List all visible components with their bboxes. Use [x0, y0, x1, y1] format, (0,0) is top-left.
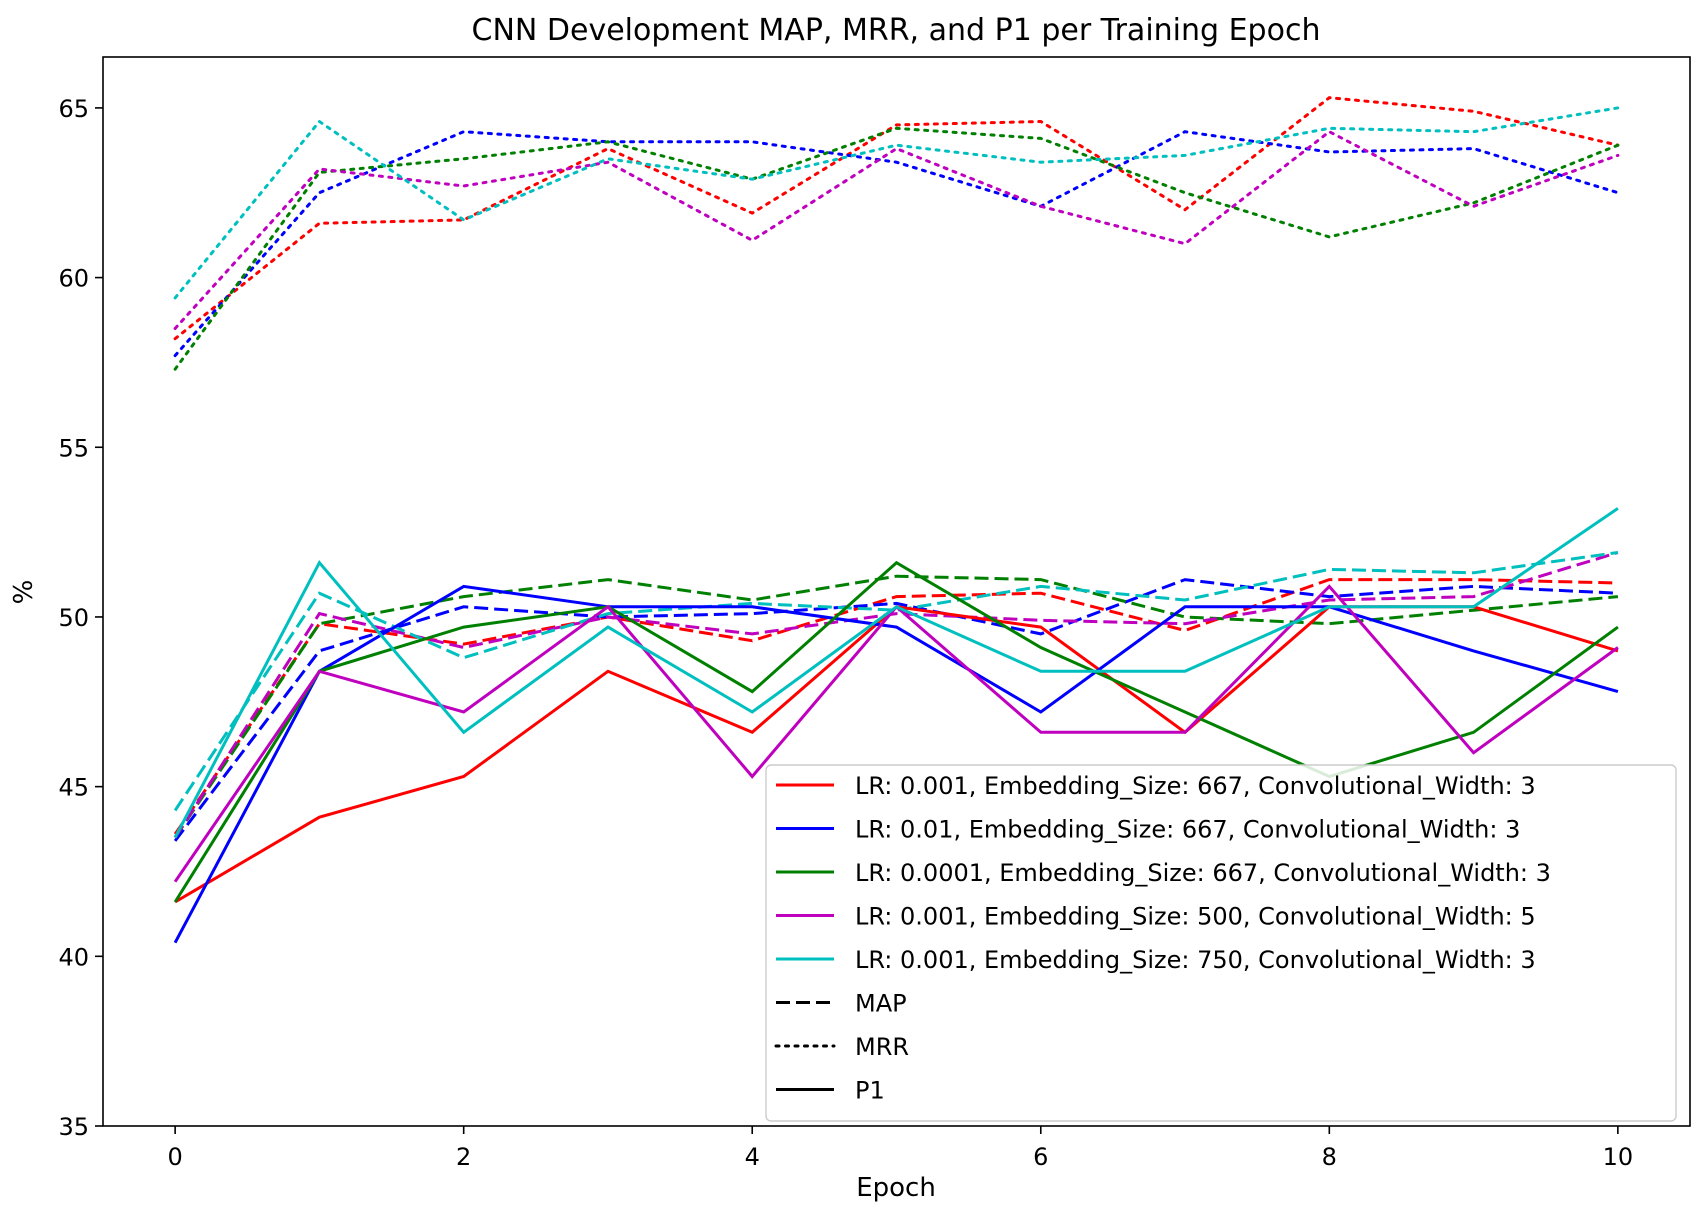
plot-area — [102, 56, 1691, 1127]
y-tick-label: 40 — [58, 943, 89, 971]
series-line-mrr-config-5 — [173, 106, 1620, 300]
legend: LR: 0.001, Embedding_Size: 667, Convolut… — [765, 764, 1677, 1122]
series-line-map-config-2 — [173, 578, 1618, 842]
x-tick-label: 10 — [1603, 1143, 1634, 1171]
x-axis-label: Epoch — [856, 1173, 936, 1203]
series-line-p1-config-5 — [173, 507, 1619, 839]
legend-label: MRR — [855, 1033, 909, 1061]
y-tick-label: 60 — [58, 265, 89, 293]
x-tick-label: 0 — [167, 1143, 182, 1171]
series-line-map-config-3 — [173, 574, 1619, 839]
legend-label: LR: 0.001, Embedding_Size: 750, Convolut… — [855, 946, 1536, 974]
legend-label: MAP — [855, 990, 907, 1018]
x-tick-label: 2 — [456, 1143, 471, 1171]
series-line-p1-config-3 — [173, 560, 1619, 903]
plot-frame — [102, 56, 1691, 1127]
x-tick-label: 4 — [745, 1143, 760, 1171]
series-line-mrr-config-1 — [173, 96, 1620, 341]
legend-label: LR: 0.001, Embedding_Size: 500, Convolut… — [855, 903, 1536, 931]
x-tick-label: 6 — [1033, 1143, 1048, 1171]
series-line-mrr-config-2 — [173, 130, 1620, 358]
x-axis: 0 2 4 6 8 10 — [167, 1126, 1633, 1171]
legend-frame — [765, 764, 1677, 1122]
y-tick-label: 35 — [58, 1113, 89, 1141]
series-line-mrr-config-3 — [173, 126, 1620, 371]
y-tick-label: 45 — [58, 774, 89, 802]
y-axis: 35 40 45 50 55 60 65 — [58, 95, 103, 1141]
y-tick-label: 55 — [58, 434, 89, 462]
series-line-map-config-5 — [173, 551, 1619, 812]
legend-label: LR: 0.01, Embedding_Size: 667, Convoluti… — [855, 816, 1520, 844]
chart-title: CNN Development MAP, MRR, and P1 per Tra… — [472, 13, 1321, 48]
series-line-p1-config-2 — [173, 584, 1619, 944]
legend-label: LR: 0.001, Embedding_Size: 667, Convolut… — [855, 772, 1536, 800]
y-tick-label: 65 — [58, 95, 89, 123]
y-axis-label: % — [9, 580, 39, 605]
legend-label: LR: 0.0001, Embedding_Size: 667, Convolu… — [855, 859, 1551, 887]
y-tick-label: 50 — [58, 604, 89, 632]
legend-label: P1 — [855, 1077, 885, 1105]
x-tick-label: 8 — [1322, 1143, 1337, 1171]
